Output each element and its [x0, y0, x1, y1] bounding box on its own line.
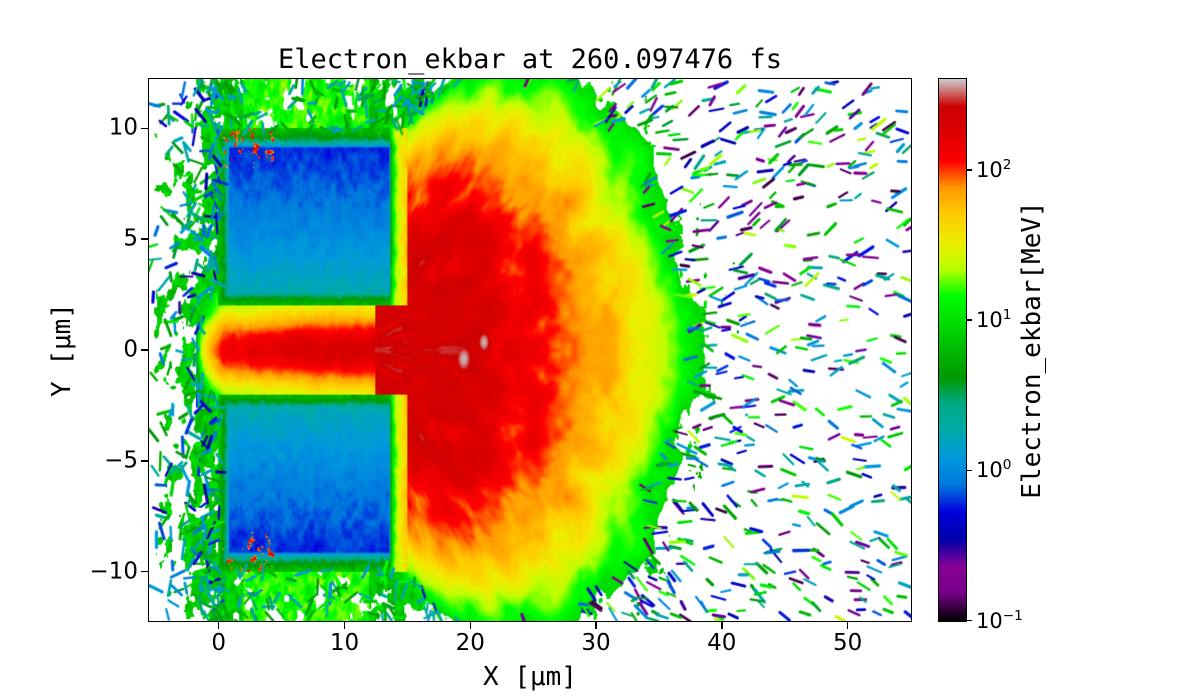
colorbar-tick-mark — [967, 469, 972, 472]
y-tick-label: 0 — [123, 336, 138, 363]
colorbar-tick-mark — [967, 619, 972, 622]
x-tick-label: 20 — [455, 630, 485, 656]
y-tick-label: 10 — [108, 114, 138, 141]
y-tick-mark — [141, 349, 148, 351]
x-tick-label: 40 — [707, 630, 737, 656]
colorbar-tick-label: 102 — [976, 156, 1012, 182]
plot-area — [148, 78, 912, 622]
y-tick-mark — [141, 127, 148, 130]
x-tick-mark — [217, 622, 220, 629]
x-tick-label: 0 — [211, 630, 226, 656]
y-tick-label: −10 — [89, 558, 138, 585]
x-tick-label: 30 — [581, 630, 611, 656]
colorbar-tick-label: 101 — [976, 307, 1012, 333]
y-tick-mark — [141, 460, 148, 462]
colorbar-tick-mark — [967, 319, 972, 321]
y-tick-label: −5 — [104, 447, 138, 474]
x-axis-label: X [μm] — [483, 662, 577, 692]
x-tick-label: 50 — [832, 630, 863, 656]
x-tick-mark — [721, 622, 723, 629]
colorbar-label: Electron_ekbar[MeV] — [1017, 201, 1047, 499]
colorbar-gradient-canvas — [939, 79, 966, 621]
y-tick-mark — [141, 570, 148, 573]
x-tick-mark — [595, 622, 597, 629]
y-tick-label: 5 — [123, 225, 138, 252]
x-tick-mark — [343, 622, 346, 629]
colorbar — [938, 78, 967, 622]
colorbar-tick-label: 100 — [976, 457, 1012, 483]
chart-title: Electron_ekbar at 260.097476 fs — [278, 44, 782, 75]
x-tick-label: 10 — [329, 630, 360, 656]
heatmap-canvas — [149, 79, 911, 621]
colorbar-tick-label: 10−1 — [976, 607, 1023, 633]
x-tick-mark — [846, 622, 849, 629]
y-tick-mark — [141, 238, 148, 240]
x-tick-mark — [469, 622, 471, 629]
colorbar-tick-mark — [967, 169, 972, 171]
